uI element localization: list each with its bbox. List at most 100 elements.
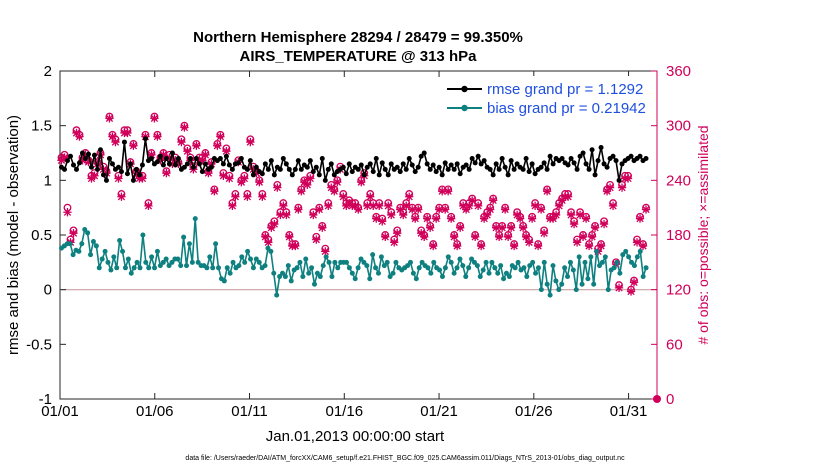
obs-assimilated-point [354, 205, 363, 214]
obs-assimilated-point [641, 205, 651, 214]
bias-point [186, 241, 192, 247]
obs-assimilated-point [90, 171, 99, 180]
rmse-point [475, 153, 481, 159]
rmse-point [373, 155, 379, 161]
bias-point [79, 241, 85, 247]
obs-assimilated-point [204, 168, 213, 178]
footnote: data file: /Users/raeder/DAI/ATM_forcXX/… [185, 455, 625, 462]
obs-assimilated-point [629, 278, 639, 287]
obs-assimilated-point [429, 241, 438, 251]
rmse-point [598, 145, 604, 151]
rmse-point [385, 172, 391, 178]
bias-point [288, 278, 294, 284]
rmse-point [310, 169, 316, 175]
obs-assimilated-point [150, 114, 159, 123]
obs-assimilated-point [584, 241, 594, 251]
obs-assimilated-point [237, 177, 246, 187]
obs-assimilated-point [117, 192, 126, 201]
chart-title-line1: Northern Hemisphere 28294 / 28479 = 99.3… [193, 29, 523, 46]
rmse-point [190, 164, 196, 170]
rmse-point [142, 136, 148, 142]
obs-assimilated-point [479, 214, 489, 223]
bias-point [271, 270, 277, 276]
bias-point [460, 263, 466, 269]
obs-assimilated-point [626, 287, 636, 296]
x-tick-label: 01/06 [136, 403, 174, 420]
bias-point [227, 270, 233, 276]
bias-point [538, 287, 544, 293]
bias-point [85, 230, 91, 236]
bias-point [364, 263, 370, 269]
bias-point [437, 267, 443, 273]
rmse-point [430, 162, 436, 168]
bias-point [125, 256, 131, 262]
obs-assimilated-point [114, 174, 123, 183]
bias-point [466, 265, 472, 271]
obs-assimilated-point [273, 183, 282, 192]
bias-point [498, 263, 504, 269]
obs-assimilated-point [506, 223, 516, 232]
bias-point [274, 292, 280, 298]
rmse-point [220, 161, 226, 167]
bias-point [524, 274, 530, 280]
obs-assimilated-point [69, 229, 78, 238]
rmse-point [91, 152, 97, 158]
obs-assimilated-point [168, 159, 177, 169]
rmse-point [586, 166, 592, 172]
obs-assimilated-point [417, 229, 426, 238]
y-tick-label: 1 [44, 172, 52, 189]
bias-point [547, 292, 553, 298]
rmse-point [259, 171, 265, 177]
bias-point [457, 256, 463, 262]
bias-point [454, 265, 460, 271]
rmse-point [397, 169, 403, 175]
obs-assimilated-point [228, 201, 237, 211]
bias-point [224, 265, 230, 271]
obs-assimilated-point [515, 214, 525, 223]
rmse-point [229, 166, 235, 172]
rmse-point [379, 160, 385, 166]
y-axis-right-label: # of obs: o=possible; ×=assimilated [695, 125, 711, 344]
bias-point [530, 259, 536, 265]
rmse-point [94, 166, 100, 172]
obs-assimilated-point [465, 201, 474, 211]
obs-assimilated-point [330, 187, 339, 196]
rmse-point [208, 164, 214, 170]
rmse-point [127, 161, 133, 167]
bias-point [335, 265, 341, 271]
rmse-point [283, 161, 289, 167]
rmse-point [511, 166, 517, 172]
rmse-point [400, 161, 406, 167]
rmse-point [325, 166, 331, 172]
bias-point [184, 263, 190, 269]
obs-assimilated-point [231, 192, 240, 201]
bias-point [448, 259, 454, 265]
rmse-point [382, 166, 388, 172]
obs-assimilated-point [491, 223, 501, 232]
bias-point [143, 259, 149, 265]
bias-point [535, 265, 541, 271]
obs-assimilated-point [291, 241, 300, 251]
obs-assimilated-point [482, 210, 492, 220]
bias-point [160, 259, 166, 265]
obs-assimilated-point [84, 157, 93, 167]
y-right-tick-label: 120 [666, 282, 691, 299]
rmse-point [433, 169, 439, 175]
obs-assimilated-point [396, 205, 405, 214]
rmse-point [292, 166, 298, 172]
obs-assimilated-point [569, 219, 579, 229]
rmse-point [250, 172, 256, 178]
obs-assimilated-point [60, 153, 69, 162]
rmse-point [487, 166, 493, 172]
rmse-point [571, 160, 577, 166]
obs-assimilated-point [375, 201, 384, 211]
obs-assimilated-point [216, 132, 225, 141]
bias-point [626, 254, 632, 260]
bias-point [410, 270, 416, 276]
rmse-point [100, 172, 106, 178]
obs-assimilated-point [402, 201, 411, 211]
y-tick-label: 0.5 [31, 227, 52, 244]
bias-point [506, 274, 512, 280]
y-tick-label: 1.5 [31, 118, 52, 135]
